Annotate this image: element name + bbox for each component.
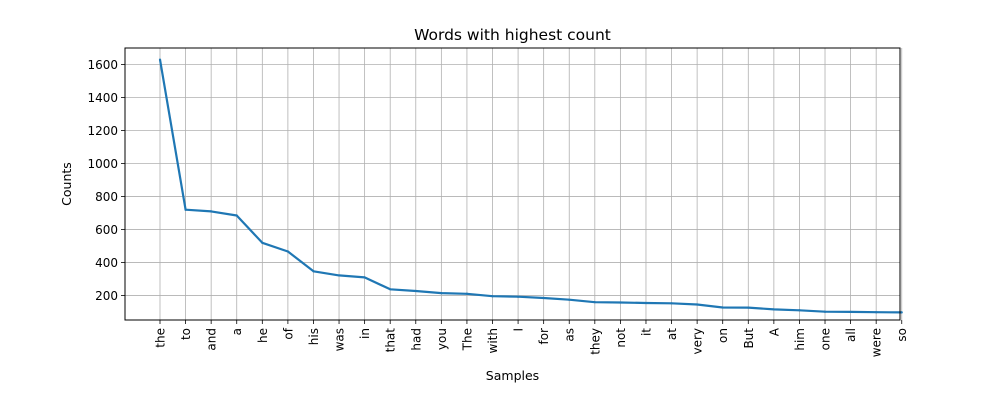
x-tick-label: he <box>256 328 270 343</box>
x-tick-label: in <box>358 328 372 339</box>
x-tick-label: one <box>819 328 833 350</box>
x-axis-label: Samples <box>486 368 539 383</box>
data-point-I <box>516 295 520 298</box>
data-point-and <box>210 210 213 213</box>
data-point-The <box>465 292 469 295</box>
y-tick-label: 1000 <box>87 157 118 171</box>
y-tick-label: 200 <box>95 289 118 303</box>
x-tick-label: his <box>307 328 321 345</box>
data-point-he <box>261 241 264 244</box>
x-tick-label: the <box>154 328 168 348</box>
x-tick-label: to <box>179 328 193 340</box>
x-tick-label: him <box>793 328 807 351</box>
x-tick-label: of <box>281 327 295 339</box>
y-tick-label: 800 <box>95 190 118 204</box>
y-tick-label: 1600 <box>87 58 118 72</box>
x-tick-label: you <box>435 328 449 350</box>
x-tick-label: they <box>588 328 602 355</box>
x-tick-label: a <box>230 328 244 335</box>
x-tick-label: very <box>691 328 705 355</box>
data-point-as <box>568 298 571 301</box>
data-point-for <box>542 296 545 300</box>
data-point-his <box>312 270 315 273</box>
data-point-him <box>798 309 801 312</box>
y-axis: 200 400 600 800 1000 1200 1400 1600 <box>87 58 125 303</box>
data-point-they <box>593 301 596 304</box>
x-tick-label: not <box>614 328 628 348</box>
data-point-you <box>440 291 443 295</box>
x-tick-label: A <box>767 327 781 336</box>
plot-frame <box>124 47 901 321</box>
x-tick-label: so <box>895 328 909 342</box>
x-tick-label: that <box>384 328 398 353</box>
data-point-it <box>644 301 648 305</box>
data-point-very <box>696 303 699 306</box>
data-point-not <box>619 301 622 304</box>
x-tick-label: I <box>512 328 526 332</box>
data-point-a <box>235 214 238 217</box>
grid <box>125 48 903 320</box>
x-tick-label: But <box>742 328 756 349</box>
y-axis-label: Counts <box>59 162 74 206</box>
data-point-that <box>389 288 392 291</box>
y-tick-label: 1200 <box>87 124 118 138</box>
x-tick-label: and <box>205 328 219 351</box>
x-tick-label: on <box>716 328 730 343</box>
x-tick-label: was <box>333 328 347 351</box>
data-point-at <box>670 302 673 305</box>
chart-title: Words with highest count <box>414 26 611 44</box>
x-tick-label: at <box>665 328 679 340</box>
data-point-on <box>721 306 724 309</box>
data-point-in <box>363 276 366 279</box>
series-layer <box>158 58 903 314</box>
y-tick-label: 1400 <box>87 91 118 105</box>
data-point-all <box>849 310 852 314</box>
data-point-But <box>747 306 750 309</box>
data-point-of <box>286 250 289 253</box>
y-tick-label: 400 <box>95 256 118 270</box>
y-tick-label: 600 <box>95 223 118 237</box>
data-point-A <box>772 308 775 311</box>
data-point-had <box>414 289 417 293</box>
x-tick-label: The <box>460 328 474 351</box>
x-tick-label: with <box>486 328 500 353</box>
data-point-were <box>875 311 878 314</box>
data-point-to <box>184 208 187 211</box>
data-point-with <box>491 295 494 298</box>
x-tick-label: it <box>639 328 653 336</box>
data-point-one <box>823 310 827 313</box>
data-point-the <box>158 58 162 61</box>
x-tick-label: for <box>537 328 551 345</box>
series-line <box>158 59 902 314</box>
x-tick-label: had <box>409 328 423 351</box>
x-tick-label: all <box>844 328 858 342</box>
x-tick-label: were <box>870 328 884 357</box>
data-point-was <box>337 274 341 277</box>
x-tick-label: as <box>563 328 577 342</box>
data-point-so <box>900 311 903 314</box>
